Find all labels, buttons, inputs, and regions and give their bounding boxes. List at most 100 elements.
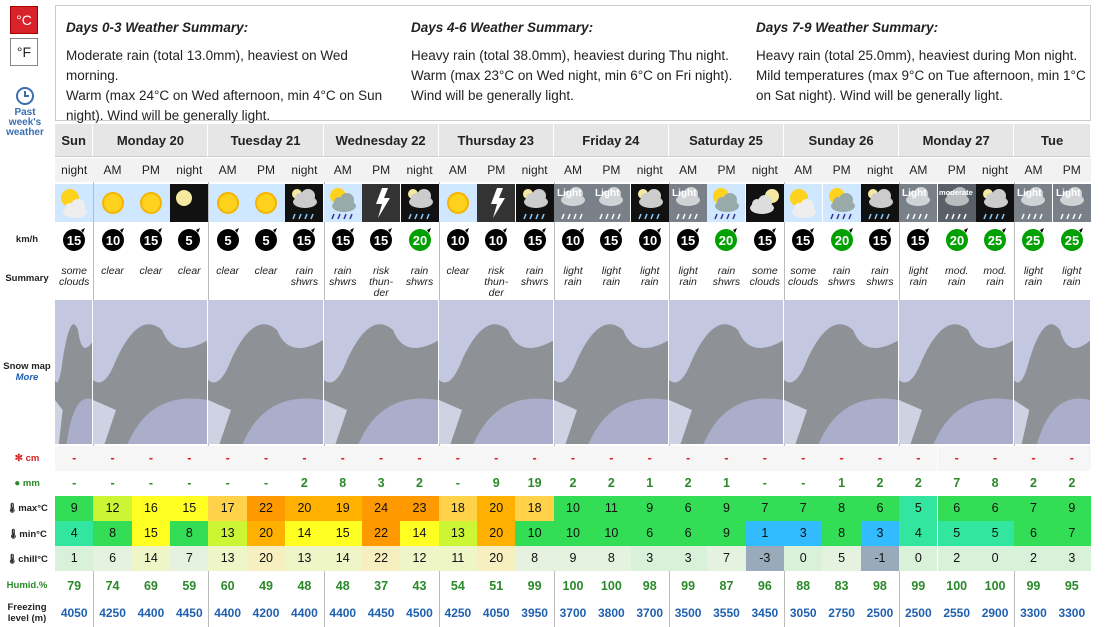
- period-label: night: [630, 158, 669, 182]
- summary-text: light rain: [678, 265, 698, 288]
- summary-days-0-3: Days 0-3 Weather Summary: Moderate rain …: [66, 18, 396, 126]
- wind-speed: 5: [170, 226, 208, 254]
- weather-icon: [630, 184, 669, 222]
- humidity: 100: [562, 579, 584, 593]
- summary-text: clear: [139, 265, 163, 277]
- summary-text: clear: [101, 265, 124, 277]
- freezing-level: 4050: [60, 606, 88, 620]
- max-temp: 12: [93, 496, 132, 521]
- summary-line: night). Wind will be generally light.: [66, 108, 271, 123]
- summary-line: Heavy rain (total 38.0mm), heaviest duri…: [411, 48, 729, 63]
- freezing-level: 4500: [406, 606, 433, 620]
- wind-speed: 20: [707, 226, 745, 254]
- chill-temp: 1: [55, 546, 94, 571]
- wind-arrow-icon: 10: [446, 228, 469, 251]
- min-temp: 20: [477, 521, 516, 546]
- summary-text: clear: [177, 265, 201, 277]
- freezing-level: 4200: [252, 606, 280, 620]
- snow-map[interactable]: [1014, 300, 1091, 444]
- sun-rain-icon: [822, 184, 861, 222]
- weather-icon: [285, 184, 324, 222]
- chill-temp: 3: [1052, 546, 1091, 571]
- weather-icon: [477, 184, 516, 222]
- period-label: night: [55, 158, 94, 182]
- weather-icon: [247, 184, 286, 222]
- min-temp: 3: [784, 521, 823, 546]
- humidity: 69: [143, 579, 158, 593]
- humidity: 100: [984, 579, 1006, 593]
- past-weather-link[interactable]: Past week's weather: [0, 86, 50, 138]
- snow-map[interactable]: [784, 300, 900, 444]
- min-temp: 7: [1052, 521, 1091, 546]
- snow-map[interactable]: [93, 300, 209, 444]
- humidity: 79: [67, 579, 82, 593]
- snow-map[interactable]: [553, 300, 669, 444]
- period-label: AM: [323, 158, 362, 182]
- humidity: 74: [105, 579, 120, 593]
- fahrenheit-toggle[interactable]: °F: [10, 38, 38, 66]
- weather-icon: Light: [1014, 184, 1053, 222]
- period-label: PM: [707, 158, 746, 182]
- weather-icon: [784, 184, 823, 222]
- snowmap-text: Snow map: [3, 361, 51, 372]
- rain-value: -: [745, 471, 785, 496]
- sun-icon: [93, 184, 132, 222]
- min-temp: 9: [707, 521, 746, 546]
- snow-map[interactable]: [899, 300, 1015, 444]
- svg-text:15: 15: [336, 233, 350, 248]
- celsius-toggle[interactable]: °C: [10, 6, 38, 34]
- weather-icon: [438, 184, 477, 222]
- weather-icon: [822, 184, 861, 222]
- freezing-level: 2500: [866, 606, 894, 620]
- snow-map[interactable]: [668, 300, 785, 444]
- day-header: Saturday 25: [668, 124, 785, 157]
- summary-text: rain shwrs: [329, 265, 357, 288]
- freezing-level: 3300: [1058, 606, 1086, 620]
- rain-value: -: [784, 471, 823, 496]
- summary-title: Days 4-6 Weather Summary:: [411, 20, 594, 35]
- wind-speed: 15: [362, 226, 400, 254]
- chill-temp: 20: [246, 546, 286, 571]
- freezing-level: 4400: [137, 606, 165, 620]
- summary-title: Days 0-3 Weather Summary:: [66, 20, 249, 35]
- day-header: Monday 27: [899, 124, 1015, 157]
- snow-map[interactable]: [323, 300, 439, 444]
- chill-temp: 0: [899, 546, 938, 571]
- wind-label: km/h: [15, 234, 39, 245]
- svg-text:15: 15: [144, 233, 158, 248]
- snow-value: -: [285, 446, 324, 471]
- snow-value: -: [975, 446, 1015, 471]
- weather-icon: [55, 184, 94, 222]
- thermometer-icon: 🌡︎: [6, 503, 19, 514]
- max-temp: 11: [592, 496, 631, 521]
- rain-unit: mm: [22, 478, 40, 489]
- snow-value: -: [745, 446, 785, 471]
- summary-text: rain shwrs: [866, 265, 894, 288]
- svg-text:10: 10: [489, 233, 503, 248]
- thunder-icon: [477, 184, 516, 222]
- weather-icon: Light: [553, 184, 592, 222]
- period-label: PM: [937, 158, 976, 182]
- wind-speed: 10: [477, 226, 515, 254]
- snow-map[interactable]: [208, 300, 324, 444]
- rain-value: -: [246, 471, 286, 496]
- weather-icon: [170, 184, 209, 222]
- wind-arrow-icon: 5: [178, 228, 201, 251]
- wind-speed: 10: [439, 226, 477, 254]
- more-link[interactable]: More: [15, 372, 39, 383]
- summary-text: light rain: [1062, 265, 1082, 288]
- max-temp: 9: [1052, 496, 1091, 521]
- rain-value: 2: [668, 471, 708, 496]
- snowflake-icon: ✻: [14, 453, 23, 464]
- wind-arrow-icon: 15: [753, 228, 776, 251]
- rain-value: 2: [285, 471, 324, 496]
- snow-map[interactable]: [438, 300, 554, 444]
- weather-icon: [208, 184, 247, 222]
- thermometer-icon: 🌡︎: [7, 529, 20, 540]
- chill-temp: 6: [93, 546, 132, 571]
- period-label: AM: [93, 158, 132, 182]
- snow-map[interactable]: [55, 300, 94, 444]
- day-header: Wednesday 22: [323, 124, 439, 157]
- chill-temp: 13: [208, 546, 247, 571]
